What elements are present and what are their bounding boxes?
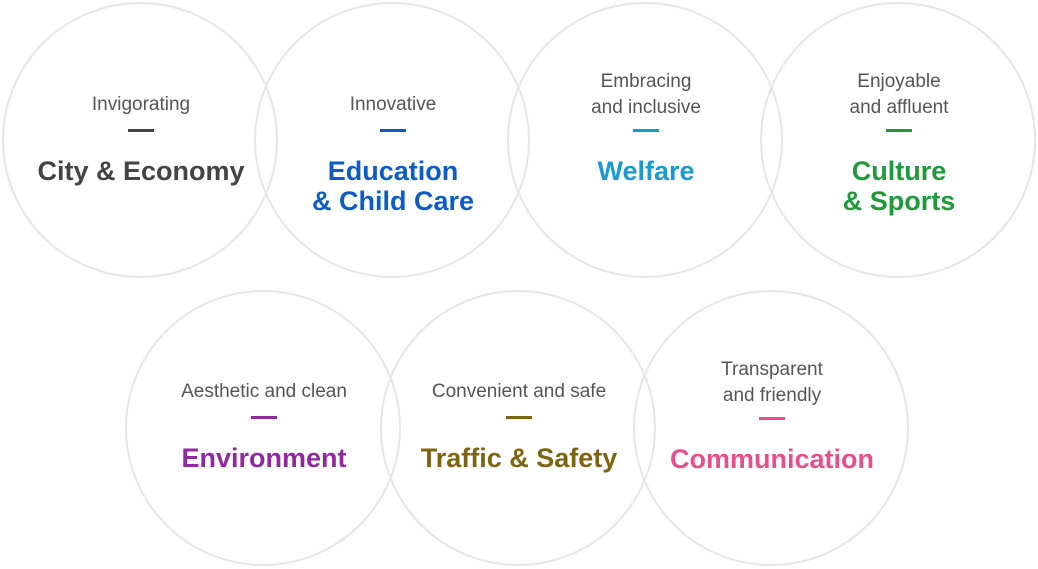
item-subtitle: Convenient and safe [431,381,607,402]
item-title: Culture [851,156,947,186]
item-city-economy: Invigorating City & Economy [3,92,279,186]
item-dash [886,129,912,132]
item-subtitle: Aesthetic and clean [181,381,347,402]
item-subtitle: and inclusive [591,97,701,118]
item-subtitle: Enjoyable [857,71,941,92]
item-subtitle: Innovative [349,94,437,115]
item-environment: Aesthetic and clean Environment [126,379,402,473]
circle-communication [633,290,909,566]
item-title: Welfare [597,156,695,186]
item-dash [251,416,277,419]
item-title: City & Economy [37,156,245,186]
item-subtitle: Invigorating [91,94,191,115]
item-traffic-safety: Convenient and safe Traffic & Safety [381,379,657,473]
item-title: Communication [669,444,874,474]
item-dash [633,129,659,132]
item-subtitle: and affluent [849,97,949,118]
item-education-child-care: Innovative Education & Child Care [255,92,531,216]
item-subtitle: Transparent [721,359,823,380]
item-welfare: Embracing and inclusive Welfare [508,69,784,186]
item-dash [759,417,785,420]
item-dash [380,129,406,132]
item-title: Education [327,156,459,186]
item-title: Traffic & Safety [420,443,618,473]
item-dash [506,416,532,419]
item-dash [128,129,154,132]
item-title: Environment [181,443,347,473]
item-subtitle: Embracing [600,71,692,92]
item-subtitle: and friendly [722,385,822,406]
circle-culture-sports [760,2,1036,278]
item-culture-sports: Enjoyable and affluent Culture & Sports [761,69,1037,216]
item-title: & Sports [842,186,956,216]
item-communication: Transparent and friendly Communication [634,357,910,474]
item-title: & Child Care [311,186,475,216]
